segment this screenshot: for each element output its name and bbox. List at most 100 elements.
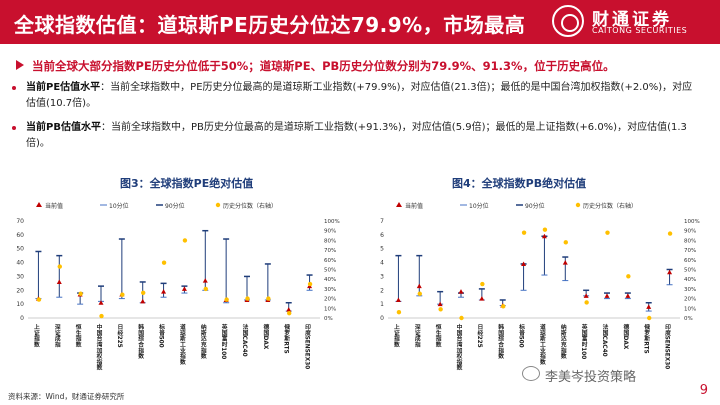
pe-legend-p10: 10分位 bbox=[109, 202, 129, 210]
pb-current-mark-3 bbox=[458, 289, 464, 294]
pe-y2-tick-5: 50% bbox=[324, 268, 336, 274]
pe-category-label-0: 上证指数 bbox=[32, 323, 39, 348]
pb-category-label-0: 上证指数 bbox=[392, 323, 399, 348]
pb-legend-p90: 90分位 bbox=[525, 202, 545, 210]
pb-pct-dot-6 bbox=[521, 230, 527, 235]
pb-y2-tick-0: 0% bbox=[684, 316, 693, 322]
pb-current-mark-8 bbox=[562, 260, 568, 265]
pb-legend-current-marker bbox=[396, 202, 402, 207]
pb-y2-tick-1: 10% bbox=[684, 306, 696, 312]
pb-pct-dot-10 bbox=[605, 230, 610, 235]
pb-current-mark-1 bbox=[416, 283, 422, 289]
pe-y2-tick-7: 70% bbox=[324, 248, 336, 254]
pb-category-label-1: 深证成指 bbox=[413, 323, 420, 348]
pe-current-mark-8 bbox=[202, 278, 208, 283]
pb-pct-dot-11 bbox=[626, 274, 631, 279]
pb-y2-tick-7: 70% bbox=[684, 248, 696, 254]
watermark: 李美岑投资策略 bbox=[545, 370, 637, 385]
figure-pe-title: 图3：全球指数PE绝对估值 bbox=[120, 177, 254, 190]
figure-pb-title: 图4：全球指数PB绝对估值 bbox=[452, 177, 587, 190]
pb-category-label-4: 日经225 bbox=[476, 324, 483, 348]
pe-category-label-13: 印度SENSEX30 bbox=[304, 323, 311, 369]
pe-y2-tick-3: 30% bbox=[324, 287, 336, 293]
pb-y-tick-1: 1 bbox=[380, 301, 384, 308]
pe-pct-dot-10 bbox=[245, 296, 250, 301]
pb-current-mark-11 bbox=[625, 293, 631, 298]
pe-category-label-11: 德国DAX bbox=[262, 323, 269, 350]
wechat-icon bbox=[522, 366, 540, 381]
pb-pct-dot-13 bbox=[667, 231, 673, 236]
pb-y2-tick-4: 40% bbox=[684, 277, 696, 283]
pb-category-label-8: 纳斯达克指数 bbox=[559, 323, 567, 360]
logo-name-en: CAITONG SECURITIES bbox=[592, 26, 688, 35]
pe-pct-dot-11 bbox=[266, 296, 271, 301]
pb-y-tick-7: 7 bbox=[380, 218, 384, 225]
pe-pct-dot-5 bbox=[141, 290, 146, 295]
title-bar: 全球指数估值：道琼斯PE历史分位达79.9%，市场最高 财通证券 CAITONG… bbox=[0, 0, 720, 44]
lead-text: 当前全球大部分指数PE历史分位低于50%；道琼斯PE、PB历史分位数分别为79.… bbox=[32, 59, 615, 73]
pb-valuation-chart: 当前值 10分位 90分位 历史分位数（右轴）012345670%10%20%30%4… bbox=[380, 202, 700, 372]
lead-summary: 当前全球大部分指数PE历史分位低于50%；道琼斯PE、PB历史分位数分别为79.… bbox=[16, 58, 615, 74]
bullet-pb-label: 当前PB估值水平 bbox=[26, 122, 101, 133]
bullet-dot-icon bbox=[12, 86, 16, 90]
pb-category-label-13: 印度SENSEX30 bbox=[664, 323, 671, 369]
pe-pct-dot-12 bbox=[287, 310, 292, 316]
pe-legend-pct: 历史分位数（右轴） bbox=[223, 202, 277, 210]
pe-y-tick-1: 10 bbox=[16, 301, 24, 308]
pb-y-tick-4: 4 bbox=[380, 260, 384, 267]
pe-current-mark-6 bbox=[161, 289, 167, 294]
pb-current-mark-2 bbox=[437, 301, 443, 307]
pe-pct-dot-6 bbox=[161, 260, 167, 265]
pb-current-mark-12 bbox=[646, 304, 652, 309]
source-note: 资料来源：Wind，财通证券研究所 bbox=[8, 392, 125, 401]
pe-pct-dot-8 bbox=[203, 286, 208, 292]
logo-emblem-icon bbox=[552, 5, 584, 37]
pe-category-label-1: 深证成指 bbox=[53, 323, 60, 348]
pb-pct-dot-3 bbox=[459, 315, 464, 321]
pb-current-mark-4 bbox=[479, 296, 485, 301]
pe-legend-pct-marker bbox=[215, 202, 221, 208]
pb-y-tick-5: 5 bbox=[380, 246, 384, 253]
bullet-pb: 当前PB估值水平：当前全球指数中，PB历史分位最高的是道琼斯工业指数(+91.3… bbox=[12, 120, 696, 152]
pe-legend-current-marker bbox=[36, 202, 42, 207]
bullet-pe: 当前PE估值水平：当前全球指数中，PE历史分位最高的是道琼斯工业指数(+79.9… bbox=[12, 80, 696, 112]
pe-y2-tick-9: 90% bbox=[324, 229, 336, 235]
pb-category-label-11: 德国DAX bbox=[622, 323, 629, 350]
pe-y2-tick-0: 0% bbox=[324, 316, 333, 322]
pb-y2-tick-2: 20% bbox=[684, 297, 696, 303]
pe-pct-dot-7 bbox=[182, 238, 188, 243]
pb-y2-tick-5: 50% bbox=[684, 268, 696, 274]
pb-category-label-6: 标普500 bbox=[518, 323, 526, 348]
brand-logo: 财通证券 CAITONG SECURITIES bbox=[552, 5, 702, 39]
pb-pct-dot-9 bbox=[584, 300, 589, 305]
pb-y-tick-0: 0 bbox=[380, 315, 384, 322]
pe-category-label-2: 恒生指数 bbox=[74, 323, 81, 348]
pe-y-tick-0: 0 bbox=[20, 315, 24, 322]
page-title: 全球指数估值：道琼斯PE历史分位达79.9%，市场最高 bbox=[14, 13, 526, 37]
pe-current-mark-1 bbox=[56, 279, 62, 284]
pe-y2-tick-10: 100% bbox=[324, 219, 340, 225]
pb-pct-dot-8 bbox=[563, 240, 568, 245]
pe-category-label-7: 道琼斯工业指数 bbox=[178, 323, 185, 366]
pe-category-label-12: 俄罗斯RTS bbox=[283, 323, 291, 354]
pb-legend-current: 当前值 bbox=[405, 202, 423, 210]
pb-category-label-5: 韩国综合指数 bbox=[497, 323, 504, 360]
pe-y2-tick-4: 40% bbox=[324, 277, 336, 283]
pe-y2-tick-6: 60% bbox=[324, 258, 336, 264]
pe-pct-dot-2 bbox=[78, 291, 83, 296]
pb-current-mark-7 bbox=[541, 233, 547, 239]
pe-current-mark-3 bbox=[98, 300, 104, 305]
pe-current-mark-7 bbox=[181, 286, 187, 291]
pb-y-tick-3: 3 bbox=[380, 273, 384, 280]
pe-pct-dot-4 bbox=[120, 292, 125, 297]
pe-category-label-8: 纳斯达克指数 bbox=[199, 323, 207, 360]
pe-y-tick-4: 40 bbox=[16, 260, 24, 267]
page-number: 9 bbox=[699, 383, 708, 398]
pe-y-tick-6: 60 bbox=[16, 232, 24, 239]
arrow-right-icon bbox=[16, 60, 24, 70]
pb-legend-pct-marker bbox=[575, 202, 581, 208]
pb-pct-dot-4 bbox=[480, 281, 485, 287]
bullet-pe-label: 当前PE估值水平 bbox=[26, 82, 101, 93]
pb-legend-pct: 历史分位数（右轴） bbox=[583, 202, 637, 210]
pb-pct-dot-5 bbox=[501, 304, 506, 309]
